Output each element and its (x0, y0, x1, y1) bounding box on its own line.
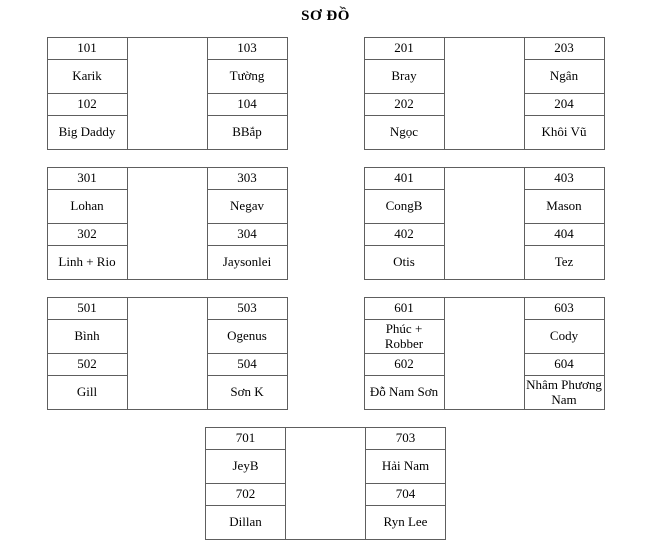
room-number: 703 (365, 427, 446, 450)
room-occupant: Dillan (205, 505, 286, 540)
aisle-cell (126, 167, 208, 280)
room-number: 604 (523, 353, 605, 376)
room-number: 304 (206, 223, 288, 246)
room-number: 603 (523, 297, 605, 320)
room-occupant: Ogenus (206, 319, 288, 354)
room-occupant: Bray (363, 59, 445, 94)
block-row-2: 301 303 Lohan Negav 302 304 Linh + Rio J… (0, 167, 651, 280)
room-occupant: Tez (523, 245, 605, 280)
room-number: 102 (46, 93, 128, 116)
room-number: 104 (206, 93, 288, 116)
room-occupant: Cody (523, 319, 605, 354)
room-occupant: Gill (46, 375, 128, 410)
room-number: 704 (365, 483, 446, 506)
room-occupant: Bình (46, 319, 128, 354)
page-title: SƠ ĐỒ (301, 8, 350, 24)
room-occupant: CongB (363, 189, 445, 224)
room-number: 103 (206, 37, 288, 60)
room-occupant: BBắp (206, 115, 288, 150)
room-occupant: Hải Nam (365, 449, 446, 484)
room-occupant: Ryn Lee (365, 505, 446, 540)
room-number: 504 (206, 353, 288, 376)
room-block-400: 401 403 CongB Mason 402 404 Otis Tez (363, 167, 605, 280)
room-block-700: 701 703 JeyB Hải Nam 702 704 Dillan Ryn … (205, 427, 446, 540)
room-number: 701 (205, 427, 286, 450)
room-occupant: Otis (363, 245, 445, 280)
room-number: 302 (46, 223, 128, 246)
aisle-cell (443, 167, 525, 280)
room-block-300: 301 303 Lohan Negav 302 304 Linh + Rio J… (46, 167, 288, 280)
room-number: 201 (363, 37, 445, 60)
room-number: 303 (206, 167, 288, 190)
aisle-cell (126, 37, 208, 150)
aisle-cell (443, 297, 525, 410)
room-occupant: Sơn K (206, 375, 288, 410)
room-number: 204 (523, 93, 605, 116)
room-number: 202 (363, 93, 445, 116)
room-occupant: Mason (523, 189, 605, 224)
block-row-3: 501 503 Bình Ogenus 502 504 Gill Sơn K 6… (0, 297, 651, 410)
room-number: 501 (46, 297, 128, 320)
room-number: 503 (206, 297, 288, 320)
room-block-500: 501 503 Bình Ogenus 502 504 Gill Sơn K (46, 297, 288, 410)
aisle-cell (443, 37, 525, 150)
block-row-1: 101 103 Karik Tường 102 104 Big Daddy BB… (0, 37, 651, 150)
aisle-cell (285, 427, 366, 540)
block-row-4: 701 703 JeyB Hải Nam 702 704 Dillan Ryn … (0, 427, 651, 540)
room-occupant: Nhâm Phương Nam (523, 375, 605, 410)
room-occupant: Jaysonlei (206, 245, 288, 280)
room-number: 601 (363, 297, 445, 320)
room-number: 203 (523, 37, 605, 60)
room-occupant: Ngân (523, 59, 605, 94)
room-occupant: Big Daddy (46, 115, 128, 150)
room-occupant: JeyB (205, 449, 286, 484)
room-number: 404 (523, 223, 605, 246)
room-number: 402 (363, 223, 445, 246)
room-number: 401 (363, 167, 445, 190)
room-occupant: Linh + Rio (46, 245, 128, 280)
room-number: 101 (46, 37, 128, 60)
room-block-200: 201 203 Bray Ngân 202 204 Ngọc Khôi Vũ (363, 37, 605, 150)
room-occupant: Tường (206, 59, 288, 94)
room-number: 602 (363, 353, 445, 376)
room-occupant: Ngọc (363, 115, 445, 150)
room-occupant: Karik (46, 59, 128, 94)
room-number: 403 (523, 167, 605, 190)
room-occupant: Khôi Vũ (523, 115, 605, 150)
room-occupant: Phúc + Robber (363, 319, 445, 354)
room-block-100: 101 103 Karik Tường 102 104 Big Daddy BB… (46, 37, 288, 150)
room-occupant: Đỗ Nam Sơn (363, 375, 445, 410)
room-block-600: 601 603 Phúc + Robber Cody 602 604 Đỗ Na… (363, 297, 605, 410)
room-occupant: Negav (206, 189, 288, 224)
room-number: 301 (46, 167, 128, 190)
room-number: 702 (205, 483, 286, 506)
room-occupant: Lohan (46, 189, 128, 224)
aisle-cell (126, 297, 208, 410)
room-number: 502 (46, 353, 128, 376)
